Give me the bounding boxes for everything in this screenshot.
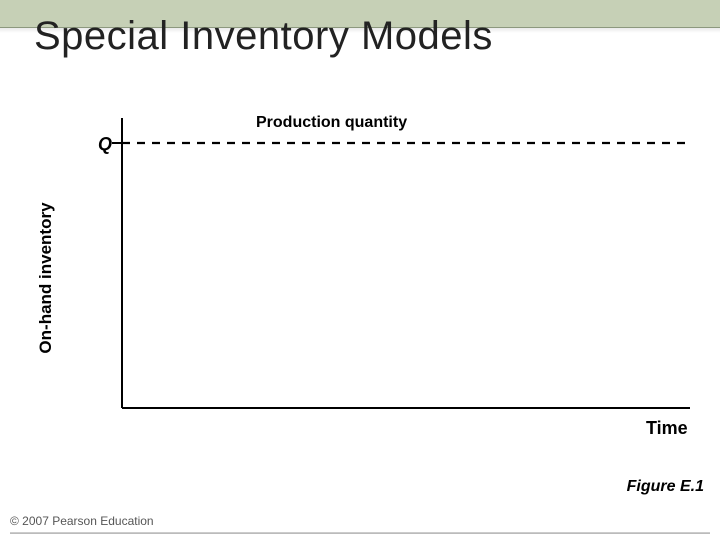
figure-caption: Figure E.1 xyxy=(627,478,704,496)
page-title: Special Inventory Models xyxy=(34,14,493,59)
chart-svg xyxy=(70,118,690,438)
x-axis-label: Time xyxy=(646,418,688,439)
footer-copyright: © 2007 Pearson Education xyxy=(10,514,154,528)
production-quantity-label: Production quantity xyxy=(256,114,407,132)
q-tick-label: Q xyxy=(98,134,112,155)
footer-rule xyxy=(10,532,710,534)
y-axis-label: On-hand inventory xyxy=(36,202,56,353)
chart-area: On-hand inventory Q Production quantity … xyxy=(70,118,690,438)
